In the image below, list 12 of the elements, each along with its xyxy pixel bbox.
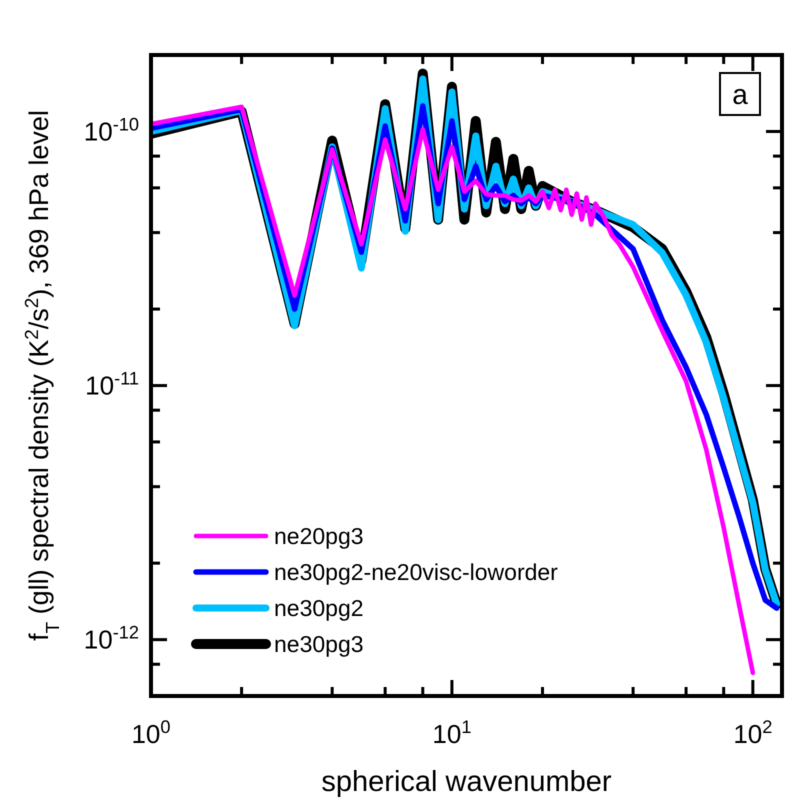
y-tick-label: 10$^{-11}$ <box>85 368 139 401</box>
x-tick-label: 10$^{1}$ <box>432 717 472 749</box>
y-tick-label: 10$^{-10}$ <box>84 114 139 146</box>
legend-label: ne30pg2 <box>274 595 364 621</box>
y-tick-label: 10$^{-12}$ <box>84 622 139 655</box>
x-tick-label: 10$^{0}$ <box>131 717 171 749</box>
annotation: a <box>732 79 748 110</box>
x-axis-title: spherical wavenumber <box>321 766 612 798</box>
legend-label: ne30pg3 <box>274 631 364 657</box>
legend-label: ne20pg3 <box>274 523 364 549</box>
legend-label: ne30pg2-ne20visc-loworder <box>274 559 558 585</box>
x-tick-label: 10$^{2}$ <box>733 717 772 749</box>
